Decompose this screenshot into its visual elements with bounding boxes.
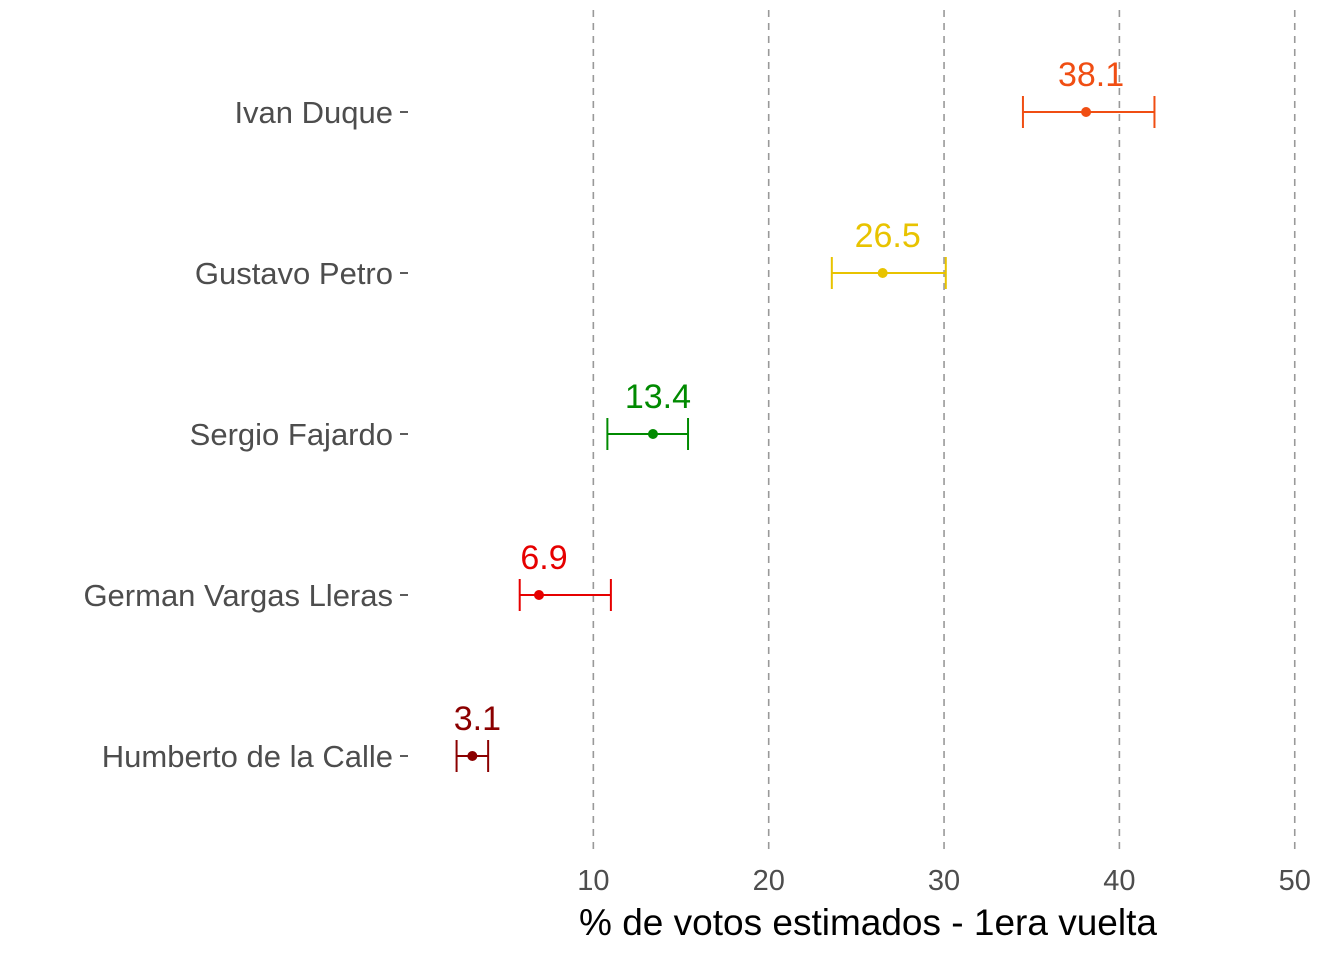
x-tick-label: 40 <box>1103 865 1135 897</box>
y-axis-labels: Ivan Duque Gustavo Petro Sergio Fajardo Ger… <box>83 95 393 774</box>
x-tick-label: 20 <box>753 865 785 897</box>
estimate-group: 38.1 <box>1021 56 1156 128</box>
estimate-group: 13.4 <box>606 378 691 450</box>
data-label: 26.5 <box>855 217 921 255</box>
y-axis-ticks <box>400 111 408 757</box>
data-label: 38.1 <box>1058 56 1124 94</box>
estimate-group: 6.9 <box>518 539 612 611</box>
data-label: 6.9 <box>520 539 567 577</box>
data-label: 3.1 <box>454 700 501 738</box>
x-axis-labels: 10 20 30 40 50 <box>577 865 1311 897</box>
estimate-series: 38.1 26.5 13.4 6.9 3.1 <box>454 56 1156 772</box>
x-axis-title: % de votos estimados - 1era vuelta <box>579 902 1157 943</box>
y-tick-label: Ivan Duque <box>234 95 393 130</box>
grid-lines <box>592 10 1296 855</box>
x-tick-label: 10 <box>577 865 609 897</box>
data-point <box>877 268 888 278</box>
data-point <box>1081 107 1092 117</box>
y-tick-label: Gustavo Petro <box>195 256 393 291</box>
data-label: 13.4 <box>625 378 691 416</box>
x-tick-label: 30 <box>928 865 960 897</box>
estimate-group: 3.1 <box>454 700 501 772</box>
y-tick-label: Humberto de la Calle <box>102 739 393 774</box>
estimate-group: 26.5 <box>830 217 947 289</box>
data-point <box>467 751 478 761</box>
y-tick-label: German Vargas Lleras <box>83 578 393 613</box>
x-tick-label: 50 <box>1279 865 1311 897</box>
y-tick-label: Sergio Fajardo <box>190 417 393 452</box>
data-point <box>533 590 544 600</box>
data-point <box>647 429 658 439</box>
